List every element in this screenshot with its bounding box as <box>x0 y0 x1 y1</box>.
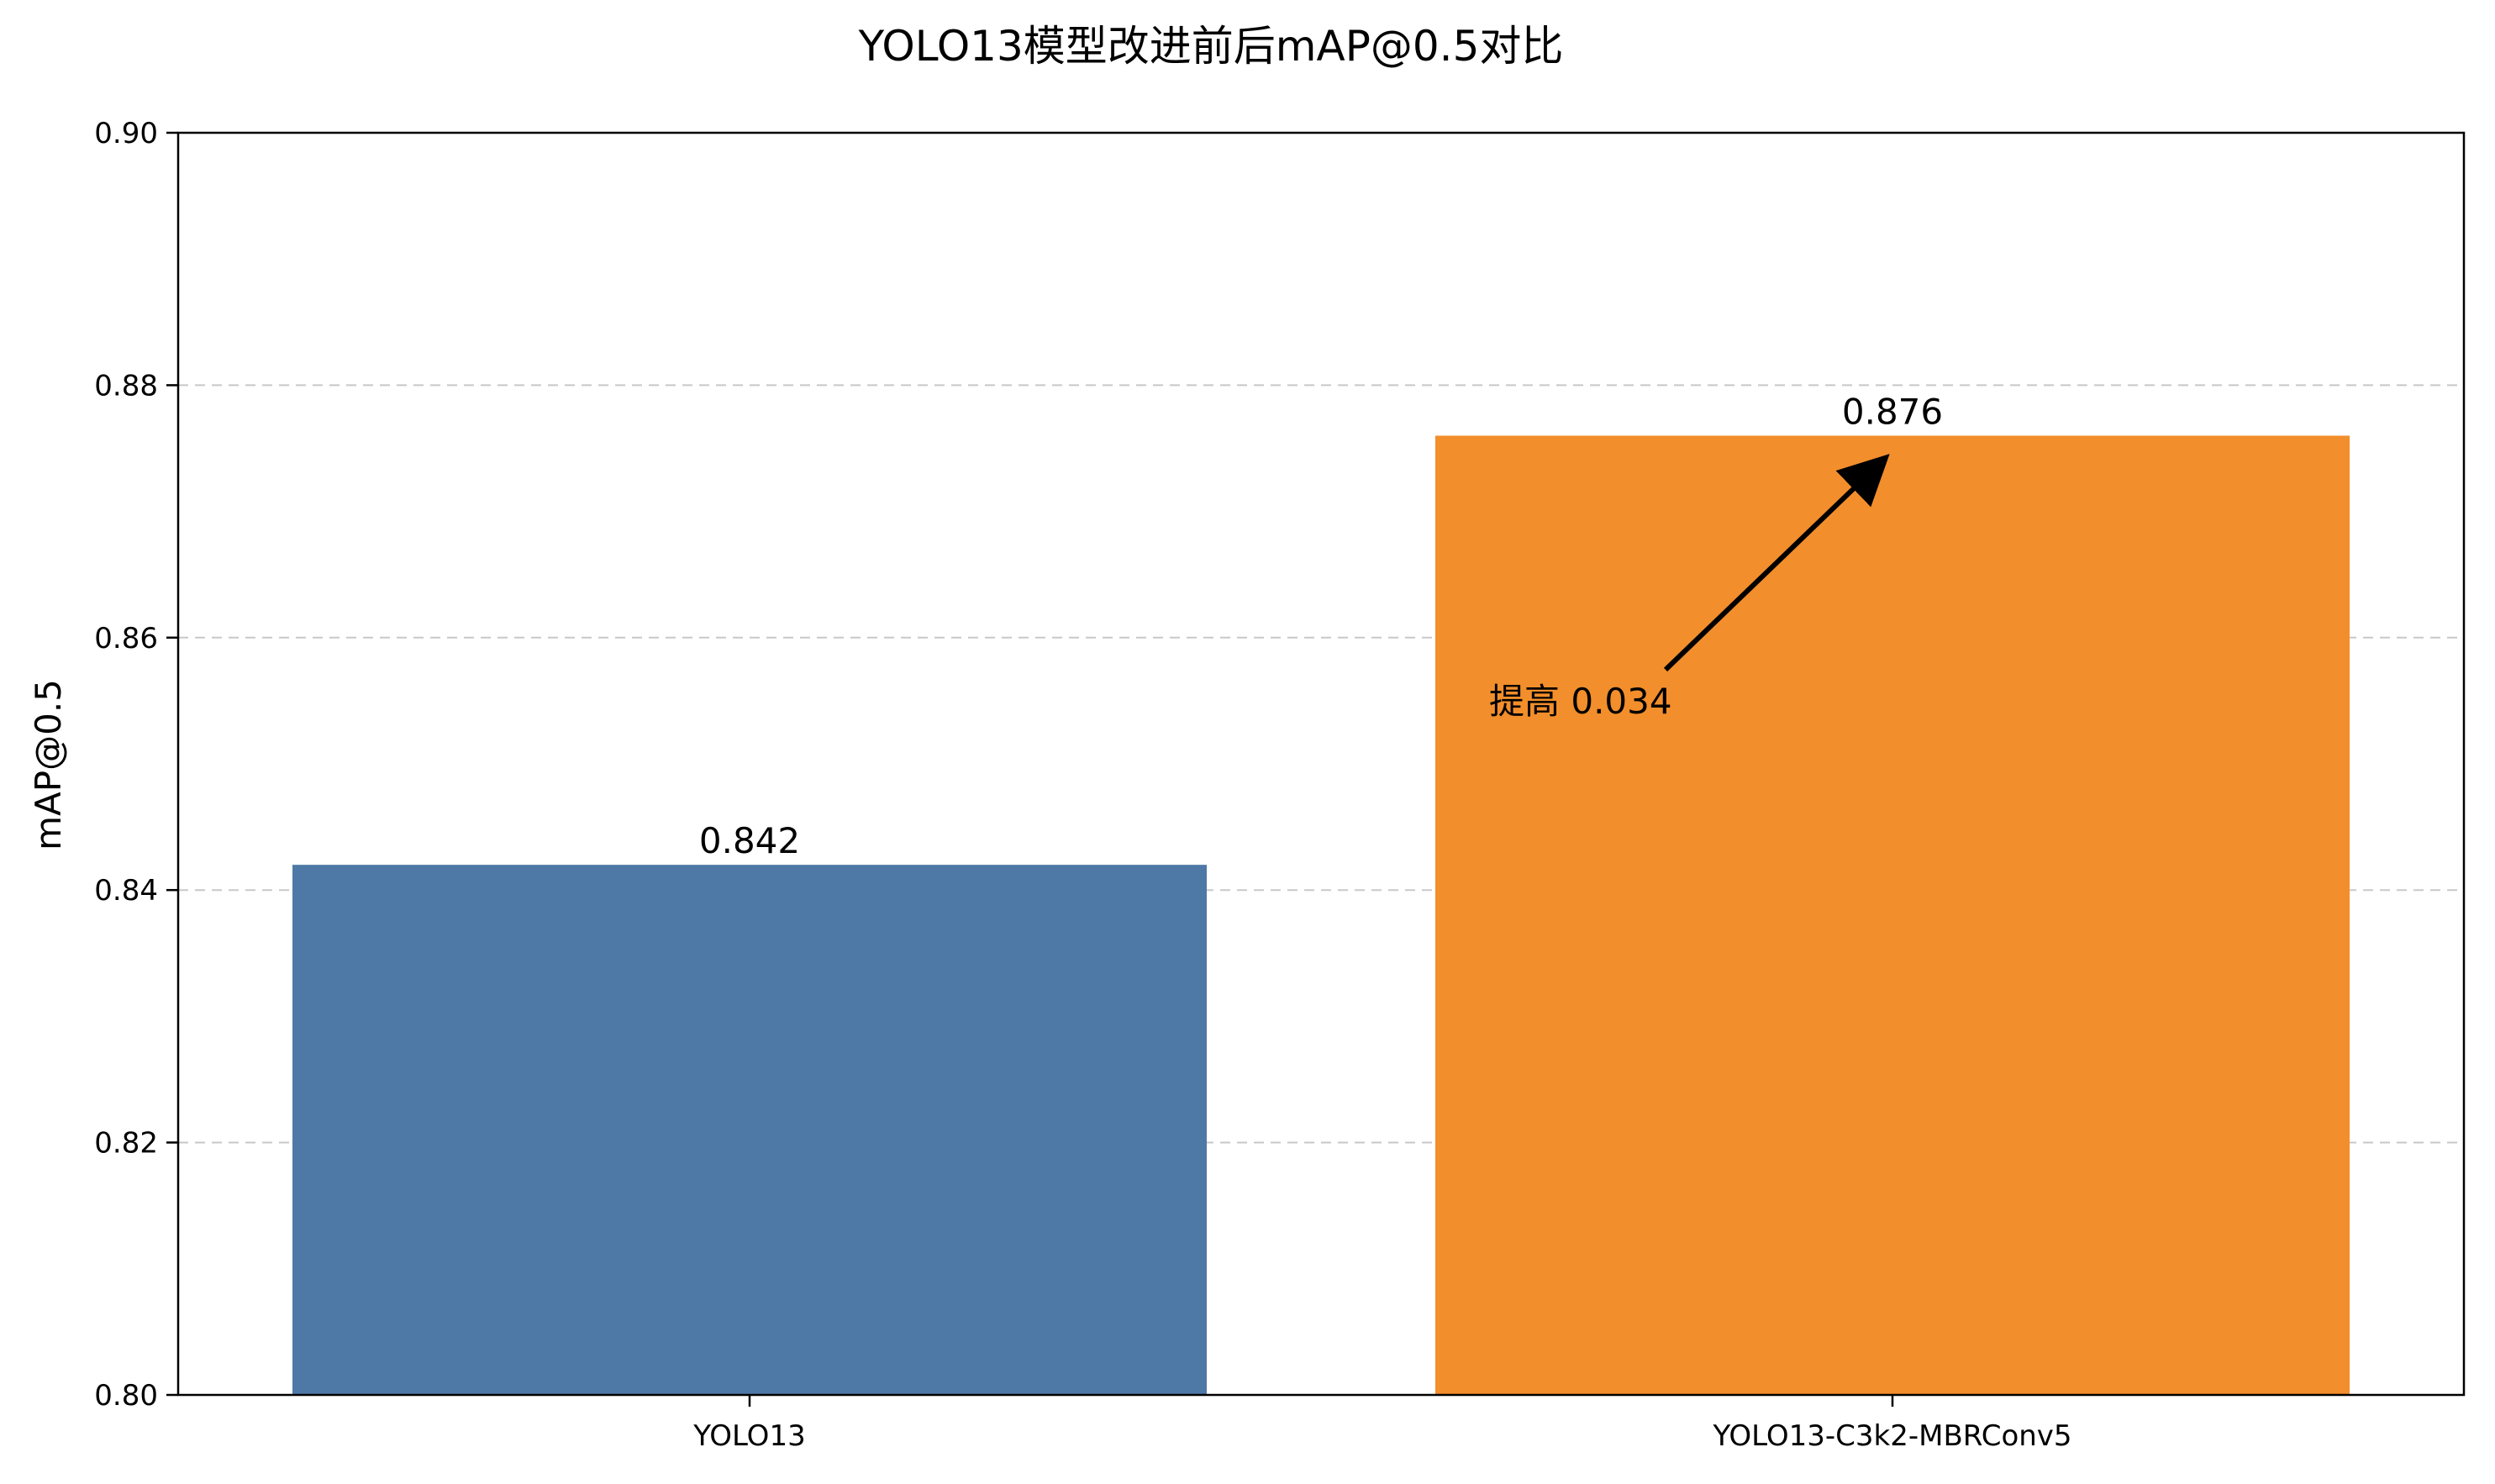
bar-value-label: 0.876 <box>1842 391 1943 432</box>
y-tick-label: 0.88 <box>94 369 158 403</box>
bar <box>292 865 1207 1395</box>
chart-title: YOLO13模型改进前后mAP@0.5对比 <box>858 22 1564 71</box>
annotation-arrow <box>1663 454 1890 672</box>
bar <box>1435 435 2350 1395</box>
bar-value-label: 0.842 <box>699 820 800 861</box>
annotation: 提高 0.034 <box>1489 454 1890 722</box>
plot-frame <box>176 131 2466 1397</box>
axis-ticks: 0.80 0.82 0.84 0.86 0.88 0.90 YOLO13 YOLO13-C3k… <box>94 117 2071 1453</box>
annotation-text: 提高 0.034 <box>1489 681 1672 722</box>
bars: 0.842 0.876 <box>292 391 2350 1395</box>
x-tick-label: YOLO13 <box>692 1419 805 1453</box>
y-tick-label: 0.86 <box>94 622 158 655</box>
y-tick-label: 0.80 <box>94 1379 158 1413</box>
x-tick-label: YOLO13-C3k2-MBRConv5 <box>1712 1419 2071 1453</box>
y-tick-label: 0.82 <box>94 1127 158 1160</box>
y-tick-label: 0.84 <box>94 874 158 908</box>
y-tick-label: 0.90 <box>94 117 158 150</box>
y-axis-label: mAP@0.5 <box>28 679 69 850</box>
